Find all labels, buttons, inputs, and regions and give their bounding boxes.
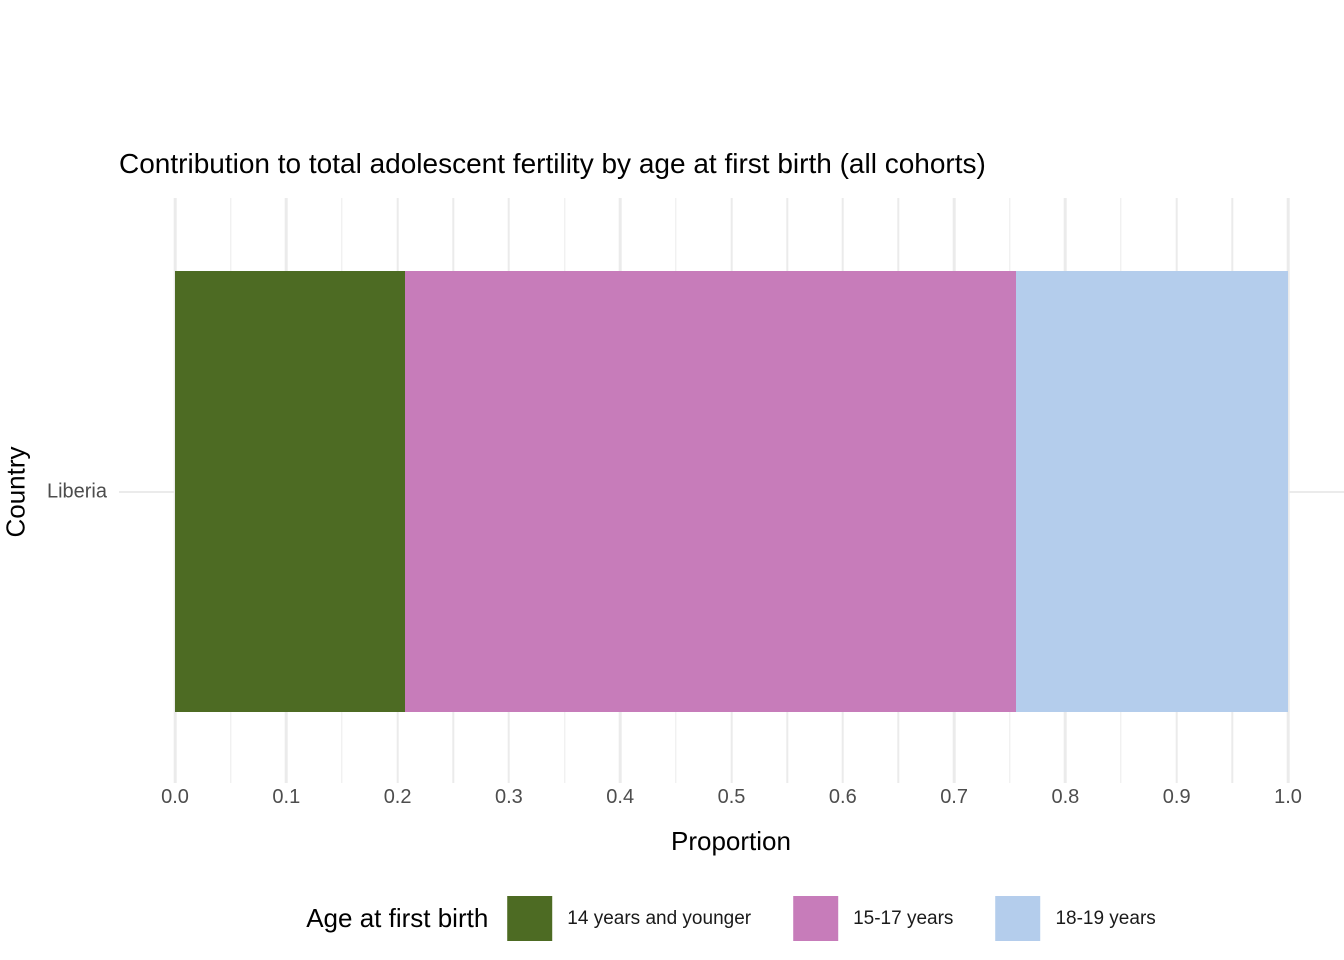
- x-tick-label: 0.5: [717, 786, 746, 808]
- bar-segment: [405, 271, 1017, 712]
- x-tick-label: 0.6: [828, 786, 857, 808]
- x-tick-label: 0.0: [161, 786, 189, 808]
- legend-item: 14 years and younger: [507, 896, 751, 941]
- legend-item: 18-19 years: [995, 896, 1156, 941]
- x-tick-label: 0.8: [1051, 786, 1080, 808]
- legend: Age at first birth 14 years and younger 1…: [306, 896, 1156, 941]
- legend-title: Age at first birth: [306, 903, 489, 933]
- x-tick-label: 0.1: [272, 786, 301, 808]
- plot-panel: [119, 198, 1344, 783]
- y-tick-label: Liberia: [46, 480, 107, 503]
- stacked-bar: [175, 271, 1288, 712]
- legend-swatch: [793, 896, 839, 941]
- x-tick-label: 1.0: [1274, 786, 1302, 808]
- bar-segment: [1016, 271, 1288, 712]
- x-tick-label: 0.3: [494, 786, 523, 808]
- legend-swatch: [507, 896, 553, 941]
- legend-label: 18-19 years: [1055, 907, 1156, 929]
- x-axis-title: Proportion: [671, 826, 791, 856]
- x-major-gridline: [1286, 198, 1290, 783]
- legend-label: 14 years and younger: [567, 907, 752, 929]
- legend-item: 15-17 years: [793, 896, 953, 941]
- legend-swatch: [995, 896, 1041, 941]
- x-tick-label: 0.7: [940, 786, 968, 808]
- legend-label: 15-17 years: [853, 907, 954, 929]
- x-tick-label: 0.2: [383, 786, 412, 808]
- x-tick-label: 0.9: [1162, 786, 1191, 808]
- chart-title: Contribution to total adolescent fertili…: [119, 148, 986, 179]
- legend-items: 14 years and younger 15-17 years 18-19 yea…: [507, 896, 1156, 941]
- bar-segment: [175, 271, 406, 712]
- x-tick-label: 0.4: [606, 786, 635, 808]
- x-axis-ticks: 0.0 0.1 0.2 0.3 0.4 0.5 0.6 0.7 0.8 0.9 1.0: [0, 786, 1344, 810]
